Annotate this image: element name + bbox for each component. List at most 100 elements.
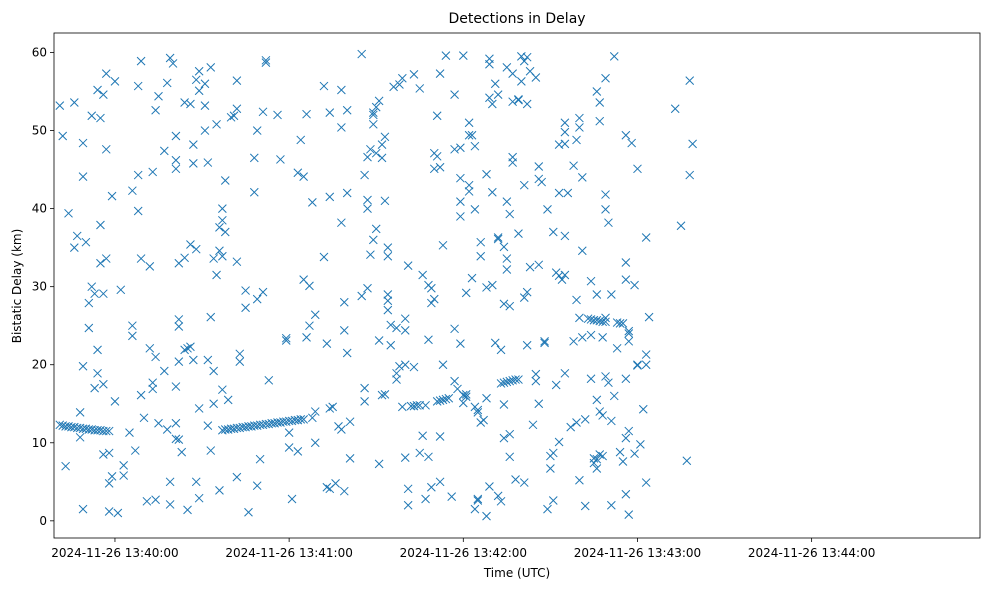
data-point (580, 415, 590, 424)
data-point (223, 395, 233, 405)
data-point (98, 289, 108, 299)
data-point (432, 397, 442, 406)
data-point (302, 109, 311, 119)
data-point (514, 229, 523, 238)
data-point (641, 478, 651, 487)
data-point (232, 76, 242, 85)
data-point (621, 258, 631, 267)
data-point (618, 319, 628, 328)
data-point (409, 70, 419, 79)
data-point (499, 400, 509, 409)
data-point (493, 234, 503, 244)
data-point (586, 374, 596, 384)
data-point (572, 418, 581, 427)
data-point (136, 254, 146, 263)
data-point (116, 285, 126, 295)
data-point (482, 283, 491, 292)
data-point (464, 187, 474, 196)
data-point (261, 55, 271, 65)
data-point (191, 75, 201, 85)
data-point (64, 208, 73, 218)
data-point (293, 447, 303, 456)
data-point (383, 290, 393, 299)
data-point (273, 110, 282, 120)
data-point (96, 220, 105, 230)
data-point (75, 407, 85, 417)
data-point (215, 222, 224, 232)
data-point (368, 119, 378, 129)
data-point (456, 197, 465, 206)
data-point (194, 404, 204, 413)
data-point (363, 195, 372, 205)
data-point (403, 261, 413, 270)
data-point (395, 361, 404, 371)
data-point (624, 426, 634, 436)
y-tick-label: 60 (32, 46, 47, 60)
data-point (479, 415, 488, 425)
data-point (421, 494, 430, 504)
data-point (496, 379, 506, 388)
data-point (621, 374, 631, 384)
data-point (467, 273, 477, 283)
data-point (145, 262, 155, 271)
data-point (58, 131, 68, 141)
data-point (397, 73, 407, 83)
data-point (360, 397, 369, 406)
data-point (540, 338, 549, 348)
data-point (305, 281, 314, 291)
y-tick-label: 20 (32, 358, 47, 372)
data-point (531, 376, 541, 386)
y-tick-label: 0 (39, 514, 47, 528)
data-point (621, 130, 631, 140)
x-axis-ticks: 2024-11-26 13:40:00 2024-11-26 13:41:00 20… (51, 538, 875, 560)
data-point (232, 472, 242, 482)
data-point (165, 477, 175, 487)
data-point (575, 475, 584, 485)
data-point (447, 492, 457, 501)
data-point (618, 457, 628, 466)
data-point (186, 342, 195, 352)
y-tick-label: 50 (32, 124, 47, 138)
data-point (229, 111, 239, 121)
data-point (641, 350, 651, 359)
data-point (456, 212, 465, 221)
data-point (148, 384, 158, 394)
data-point (307, 198, 317, 207)
data-point (133, 170, 143, 180)
data-point (235, 349, 245, 359)
y-tick-label: 10 (32, 436, 47, 450)
data-point (363, 204, 372, 213)
data-point (188, 355, 198, 365)
data-point (281, 336, 291, 345)
data-point (476, 251, 486, 261)
data-point (638, 404, 648, 414)
data-point (209, 254, 219, 263)
data-point (505, 452, 515, 462)
data-point (218, 215, 227, 225)
data-point (621, 275, 631, 284)
data-point (322, 482, 332, 492)
data-point (78, 504, 88, 514)
data-point (470, 141, 480, 151)
data-point (441, 51, 451, 60)
data-point (218, 204, 227, 213)
data-point (624, 329, 634, 338)
data-point (641, 233, 651, 242)
data-point (154, 418, 163, 428)
data-point (139, 413, 149, 423)
data-point (450, 324, 459, 334)
data-point (206, 62, 216, 72)
data-point (601, 190, 610, 199)
data-point (502, 197, 512, 206)
data-point (96, 258, 105, 268)
data-point (209, 366, 219, 376)
data-point (284, 428, 294, 437)
data-point (319, 252, 329, 262)
data-point (482, 511, 491, 521)
data-point (432, 151, 442, 161)
data-point (255, 454, 265, 464)
data-point (670, 104, 680, 114)
data-point (319, 81, 329, 91)
data-point (470, 504, 480, 514)
data-point (305, 321, 314, 331)
